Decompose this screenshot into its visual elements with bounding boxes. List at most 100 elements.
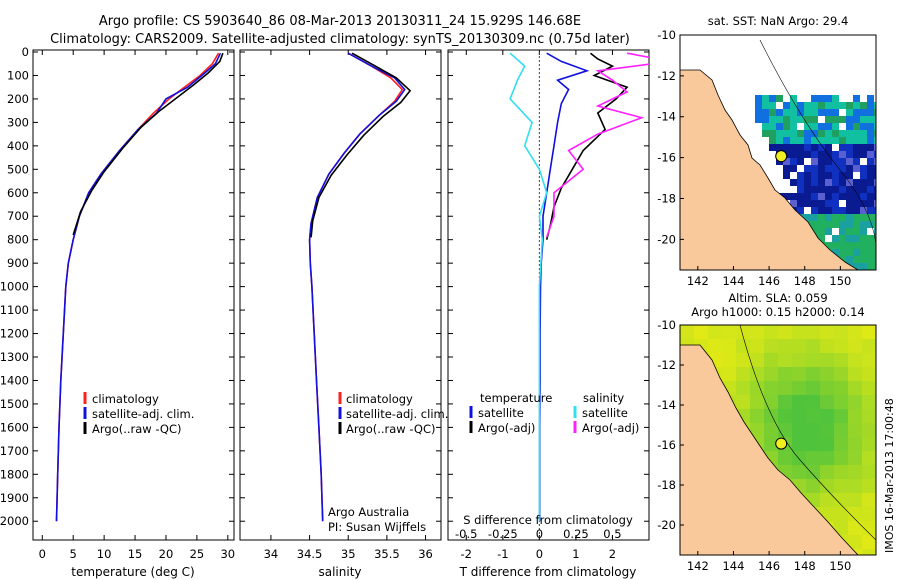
sla-pixel <box>862 549 876 555</box>
sst-pixel <box>811 221 818 228</box>
sst-pixel <box>818 130 825 137</box>
y-tick-label: 1100 <box>0 303 29 317</box>
sla-pixel <box>750 353 764 367</box>
sst-pixel <box>811 109 818 116</box>
sla-pixel <box>778 353 792 367</box>
sst-pixel <box>769 95 776 102</box>
sst-pixel <box>811 207 818 214</box>
sst-pixel <box>853 263 860 270</box>
sst-pixel <box>811 123 818 130</box>
sst-pixel <box>811 158 818 165</box>
sst-pixel <box>811 186 818 193</box>
map-x-tick-label: 150 <box>829 559 851 573</box>
map-y-tick-label: -12 <box>657 69 676 83</box>
sst-pixel <box>874 137 876 144</box>
sst-pixel <box>811 228 818 235</box>
sla-pixel <box>806 465 820 479</box>
sst-pixel <box>874 249 876 256</box>
sla-pixel <box>848 507 862 521</box>
x-tick-label: -2 <box>461 547 472 561</box>
sla-pixel <box>834 339 848 353</box>
sst-pixel <box>860 249 867 256</box>
sst-pixel <box>860 158 867 165</box>
sla-pixel <box>834 381 848 395</box>
sst-pixel <box>853 165 860 172</box>
map-y-tick-label: -20 <box>657 518 676 532</box>
sst-pixel <box>825 186 832 193</box>
sst-pixel <box>860 172 867 179</box>
sla-pixel <box>820 479 834 493</box>
sst-pixel <box>860 242 867 249</box>
sst-pixel <box>804 186 811 193</box>
sst-pixel <box>797 116 804 123</box>
map-x-tick-label: 142 <box>687 274 709 288</box>
sst-pixel <box>804 214 811 221</box>
sst-pixel <box>860 235 867 242</box>
sla-pixel <box>834 325 848 339</box>
sst-pixel <box>832 242 839 249</box>
sst-pixel <box>874 221 876 228</box>
sla-map: Altim. SLA: 0.059 Argo h1000: 0.15 h2000… <box>657 291 877 573</box>
sst-pixel <box>846 109 853 116</box>
sst-pixel <box>769 109 776 116</box>
sla-pixel <box>848 479 862 493</box>
series-line-climatology <box>308 52 404 522</box>
sst-pixel <box>853 102 860 109</box>
sst-pixel <box>853 221 860 228</box>
sla-pixel <box>848 353 862 367</box>
series-line-s-satellite <box>509 52 548 522</box>
sst-pixel <box>874 263 876 270</box>
sst-pixel <box>832 228 839 235</box>
sla-pixel <box>820 493 834 507</box>
sst-pixel <box>783 109 790 116</box>
sla-pixel <box>834 493 848 507</box>
sst-pixel <box>832 221 839 228</box>
sla-pixel <box>862 325 876 339</box>
sla-pixel <box>764 381 778 395</box>
sst-pixel <box>825 228 832 235</box>
sst-map-frame <box>679 34 877 271</box>
legend-t-argo-label: Argo(-adj) <box>478 421 535 435</box>
sla-pixel <box>834 507 848 521</box>
sst-pixel <box>853 158 860 165</box>
sst-pixel <box>860 214 867 221</box>
sst-pixel <box>797 158 804 165</box>
y-tick-label: 600 <box>7 186 29 200</box>
sla-pixel <box>680 325 694 339</box>
sst-pixel <box>818 116 825 123</box>
x-tick-label: -1 <box>497 547 508 561</box>
sst-pixel <box>839 102 846 109</box>
sst-pixel <box>825 179 832 186</box>
sst-pixel <box>804 144 811 151</box>
sla-pixel <box>806 325 820 339</box>
sla-pixel <box>792 465 806 479</box>
sst-pixel <box>867 165 874 172</box>
x-tick-label: 25 <box>190 547 205 561</box>
sst-pixel <box>797 123 804 130</box>
sla-pixel <box>862 535 876 549</box>
sla-pixel <box>764 409 778 423</box>
sst-pixel <box>783 102 790 109</box>
sla-pixel <box>820 465 834 479</box>
sla-pixel <box>820 409 834 423</box>
sst-pixel <box>874 109 876 116</box>
sla-pixel <box>778 367 792 381</box>
sst-pixel <box>867 263 874 270</box>
sst-pixel <box>797 186 804 193</box>
sst-pixel <box>867 172 874 179</box>
sst-pixel <box>839 200 846 207</box>
s-tick-label: 0.25 <box>563 527 589 541</box>
map-y-tick-label: -20 <box>657 232 676 246</box>
sla-map-frame <box>679 324 877 556</box>
sla-pixel <box>694 325 708 339</box>
sst-pixel <box>755 95 762 102</box>
sla-pixel <box>834 367 848 381</box>
sst-pixel <box>804 137 811 144</box>
s-difference-xlabel: S difference from climatology <box>463 513 633 527</box>
sla-pixel <box>862 339 876 353</box>
sst-pixel <box>832 207 839 214</box>
y-tick-label: 1900 <box>0 491 29 505</box>
legend-s-argo-label: Argo(-adj) <box>582 421 639 435</box>
sst-pixel <box>825 116 832 123</box>
sst-pixel <box>776 123 783 130</box>
